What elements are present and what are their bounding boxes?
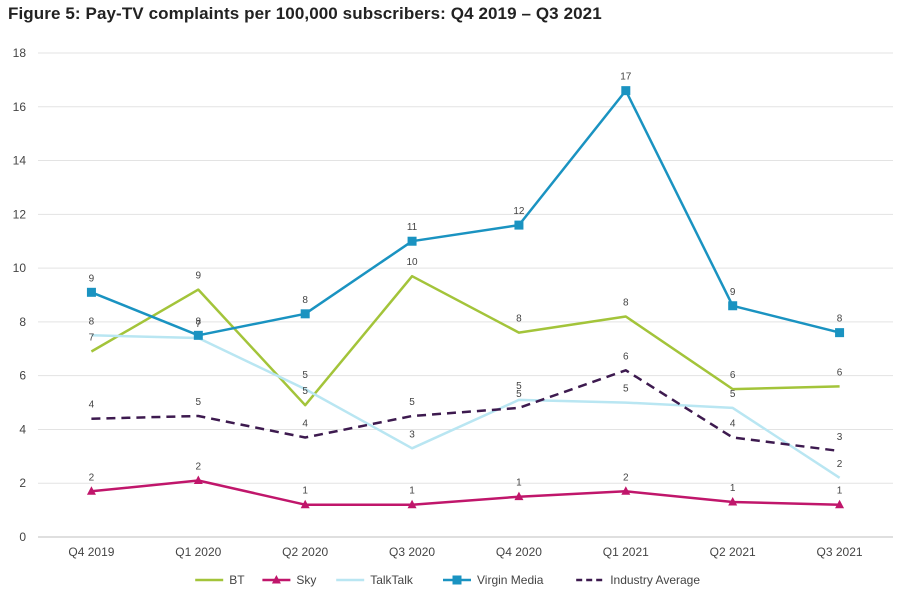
data-label: 1: [409, 486, 415, 497]
y-axis: 0 2 4 6 8 10 12 14 16 18: [13, 46, 27, 544]
data-label: 5: [623, 384, 629, 395]
data-point: [621, 86, 631, 96]
y-tick-label: 10: [13, 261, 27, 275]
data-label: 9: [196, 271, 202, 282]
data-label: 1: [516, 478, 522, 489]
data-label: 9: [89, 273, 95, 284]
x-tick-label: Q1 2021: [603, 545, 649, 559]
x-axis: Q4 2019 Q1 2020 Q2 2020 Q3 2020 Q4 2020 Q1 20…: [68, 545, 862, 559]
data-label: 6: [837, 367, 843, 378]
legend-marker: [271, 575, 281, 584]
y-tick-label: 4: [19, 422, 26, 436]
data-label: 5: [516, 381, 522, 392]
series-line-virgin-media: [90, 89, 840, 337]
x-tick-label: Q1 2020: [175, 545, 221, 559]
data-label: 2: [196, 462, 202, 473]
data-label: 17: [620, 72, 632, 83]
series-line-bt: [90, 274, 840, 407]
y-tick-label: 8: [19, 315, 26, 329]
data-label: 7: [89, 332, 95, 343]
data-label: 11: [407, 222, 418, 233]
data-label: 1: [302, 486, 308, 497]
data-label: 2: [623, 472, 629, 483]
y-tick-label: 18: [13, 46, 27, 60]
y-tick-label: 6: [19, 369, 26, 383]
legend-label: Virgin Media: [477, 573, 544, 587]
data-label: 3: [837, 432, 843, 443]
data-label: 8: [196, 316, 202, 327]
data-point: [300, 309, 310, 319]
y-tick-label: 0: [19, 530, 26, 544]
data-point: [514, 491, 524, 501]
data-label: 5: [409, 397, 415, 408]
data-point: [514, 220, 524, 230]
data-label: 2: [89, 472, 95, 483]
grid-lines: [38, 52, 893, 538]
data-label: 5: [302, 370, 308, 381]
x-tick-label: Q2 2021: [710, 545, 756, 559]
data-label: 6: [623, 351, 629, 362]
data-label: 3: [409, 429, 415, 440]
data-point: [621, 486, 631, 495]
data-point: [86, 486, 96, 495]
data-point: [728, 301, 738, 311]
x-tick-label: Q4 2019: [68, 545, 114, 559]
data-label: 5: [730, 389, 736, 400]
data-label: 5: [302, 386, 308, 397]
data-label: 8: [516, 314, 522, 325]
series-layer: [86, 86, 845, 509]
data-label: 4: [730, 419, 736, 430]
x-tick-label: Q3 2020: [389, 545, 435, 559]
data-label: 4: [89, 400, 95, 411]
series-line-talktalk: [91, 334, 841, 479]
data-label: 6: [730, 370, 736, 381]
y-tick-label: 14: [13, 154, 27, 168]
legend-label: BT: [229, 573, 245, 587]
data-label: 1: [837, 486, 843, 497]
y-tick-label: 16: [13, 100, 27, 114]
data-label: 12: [513, 206, 525, 217]
data-label: 4: [302, 419, 308, 430]
series-line-industry-average: [91, 369, 840, 453]
legend-marker: [452, 575, 462, 585]
data-label: 10: [407, 257, 419, 268]
data-label: 8: [89, 316, 95, 327]
legend-label: TalkTalk: [370, 573, 414, 587]
data-point: [728, 497, 738, 506]
data-point: [193, 475, 203, 485]
data-label: 8: [837, 314, 843, 325]
data-point: [300, 499, 310, 509]
data-label: 9: [730, 287, 736, 298]
chart-title: Figure 5: Pay-TV complaints per 100,000 …: [8, 4, 602, 23]
data-label: 7: [196, 319, 202, 330]
data-label: 5: [516, 389, 522, 400]
y-tick-label: 2: [19, 476, 26, 490]
data-label: 5: [196, 397, 202, 408]
legend: BT Sky TalkTalk Virgin Media Industry Averag…: [195, 573, 700, 587]
x-tick-label: Q3 2021: [817, 545, 863, 559]
data-point: [407, 236, 417, 246]
data-point: [407, 499, 417, 509]
data-point: [193, 330, 203, 340]
x-tick-label: Q2 2020: [282, 545, 328, 559]
data-point: [86, 287, 96, 297]
data-label: 8: [623, 298, 629, 309]
data-label: 1: [730, 483, 736, 494]
legend-label: Sky: [296, 573, 316, 587]
y-tick-label: 12: [13, 207, 27, 221]
legend-label: Industry Average: [610, 573, 700, 587]
series-line-sky: [91, 479, 840, 506]
data-point: [835, 328, 845, 338]
data-label: 2: [837, 459, 843, 470]
x-tick-label: Q4 2020: [496, 545, 542, 559]
data-label: 8: [302, 295, 308, 306]
data-point: [835, 499, 845, 509]
